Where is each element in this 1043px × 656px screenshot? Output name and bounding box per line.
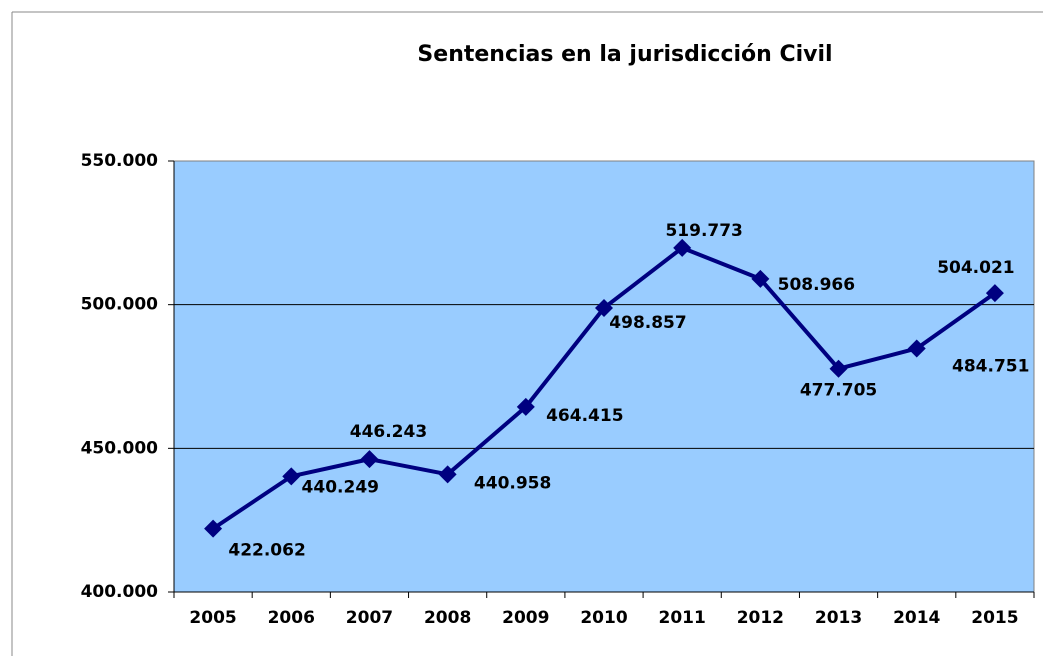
y-tick-label: 550.000 bbox=[81, 151, 159, 171]
data-label: 498.857 bbox=[609, 313, 686, 333]
marker bbox=[516, 397, 535, 416]
data-label: 508.966 bbox=[778, 275, 855, 295]
x-tick-label: 2015 bbox=[971, 608, 1018, 628]
y-tick-label: 500.000 bbox=[81, 295, 159, 315]
data-label: 464.415 bbox=[546, 406, 623, 426]
x-tick-label: 2014 bbox=[893, 608, 940, 628]
chart-title: Sentencias en la jurisdicción Civil bbox=[417, 42, 832, 67]
x-tick-label: 2007 bbox=[346, 608, 393, 628]
data-label: 440.958 bbox=[474, 473, 551, 493]
marker bbox=[673, 238, 692, 257]
data-label: 519.773 bbox=[665, 221, 742, 241]
x-tick-label: 2005 bbox=[189, 608, 236, 628]
data-label: 446.243 bbox=[350, 422, 427, 442]
plot-area bbox=[173, 160, 1035, 593]
x-tick-label: 2013 bbox=[815, 608, 862, 628]
data-label: 422.062 bbox=[228, 541, 305, 561]
x-tick-label: 2010 bbox=[580, 608, 627, 628]
x-tick-label: 2008 bbox=[424, 608, 471, 628]
marker bbox=[751, 269, 770, 288]
marker bbox=[204, 519, 223, 538]
data-label: 504.021 bbox=[937, 258, 1014, 278]
y-tick-label: 450.000 bbox=[81, 438, 159, 458]
marker bbox=[595, 298, 613, 317]
x-tick-label: 2006 bbox=[268, 608, 315, 628]
x-tick-label: 2009 bbox=[502, 608, 549, 628]
marker bbox=[282, 467, 301, 486]
data-label: 477.705 bbox=[800, 381, 877, 401]
data-label: 440.249 bbox=[302, 477, 379, 497]
marker bbox=[829, 359, 848, 378]
marker bbox=[985, 284, 1004, 303]
marker bbox=[907, 339, 926, 358]
marker bbox=[438, 465, 457, 484]
y-tick-label: 400.000 bbox=[81, 582, 159, 602]
marker bbox=[360, 450, 379, 469]
x-tick-label: 2011 bbox=[659, 608, 706, 628]
x-tick-label: 2012 bbox=[737, 608, 784, 628]
data-label: 484.751 bbox=[952, 356, 1029, 376]
